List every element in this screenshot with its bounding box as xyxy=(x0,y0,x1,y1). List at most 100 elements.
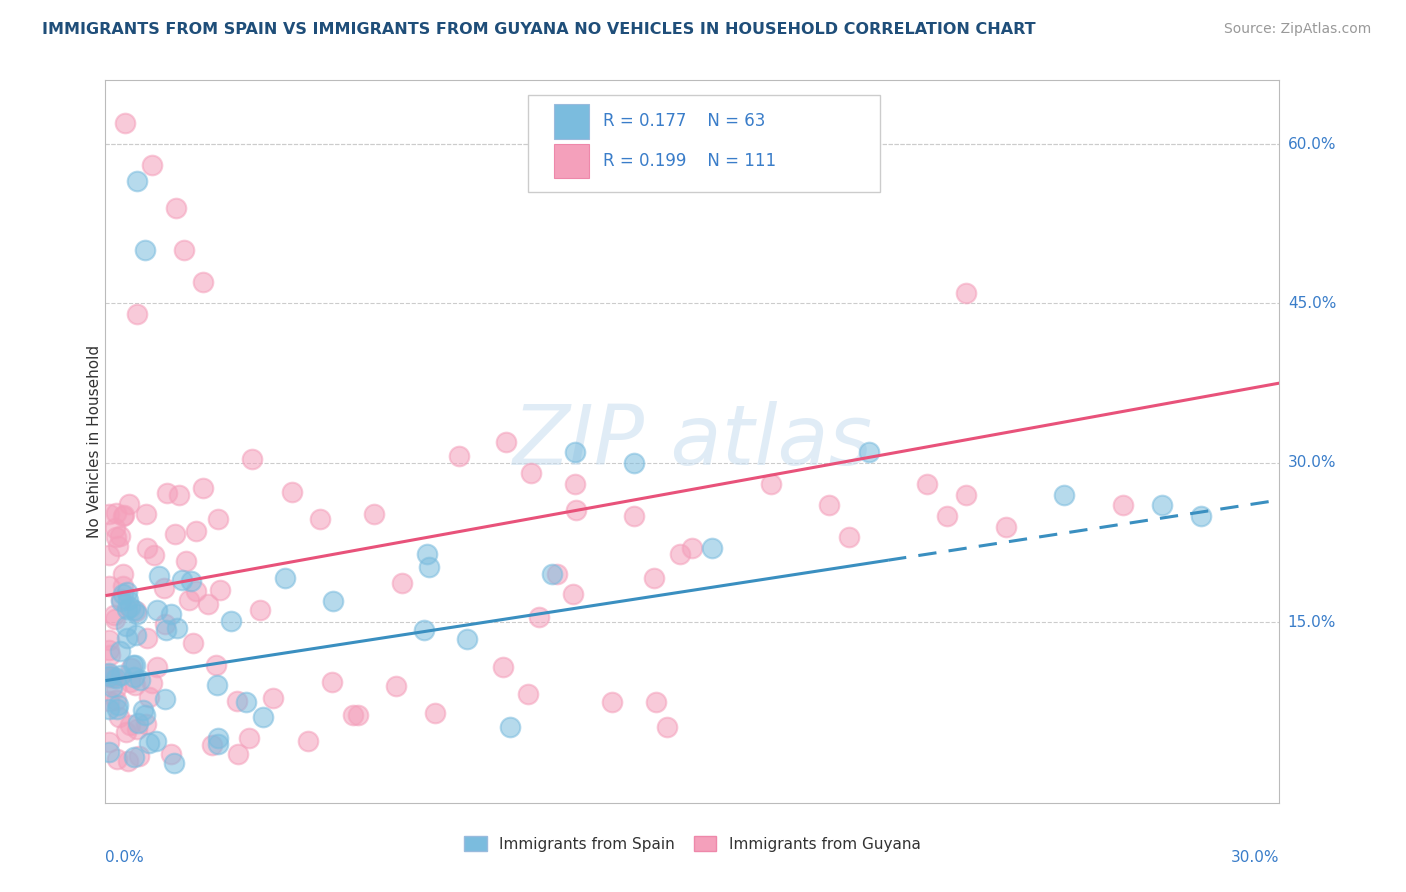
Point xyxy=(173,244,195,258)
Point xyxy=(447,450,470,464)
Point xyxy=(153,582,176,596)
Point xyxy=(124,678,146,692)
Point xyxy=(499,720,522,734)
Point xyxy=(114,116,136,130)
Point xyxy=(207,512,229,526)
Point xyxy=(564,477,586,491)
Point xyxy=(262,691,284,706)
Point xyxy=(104,612,127,626)
Text: R = 0.177    N = 63: R = 0.177 N = 63 xyxy=(603,112,766,130)
Point xyxy=(101,669,124,683)
Point xyxy=(118,497,141,511)
Point xyxy=(209,583,232,598)
Point xyxy=(955,488,977,502)
Point xyxy=(181,636,204,650)
Point xyxy=(125,307,148,321)
Point xyxy=(110,592,132,607)
Point xyxy=(191,481,214,495)
Point xyxy=(127,607,149,621)
Point xyxy=(117,584,139,599)
Point xyxy=(456,632,478,646)
Point xyxy=(98,643,121,657)
Point xyxy=(252,709,274,723)
Point xyxy=(197,597,219,611)
Point xyxy=(623,508,645,523)
Point xyxy=(163,756,186,770)
Point xyxy=(669,547,692,561)
Point xyxy=(138,736,160,750)
Point xyxy=(108,644,131,658)
Point xyxy=(136,541,159,555)
Point xyxy=(281,485,304,500)
Point xyxy=(104,693,127,707)
Point xyxy=(700,541,723,555)
Point xyxy=(167,488,190,502)
Text: 30.0%: 30.0% xyxy=(1288,455,1336,470)
Point xyxy=(107,698,129,713)
Point xyxy=(176,554,198,568)
Point xyxy=(561,587,583,601)
Point xyxy=(858,445,880,459)
Point xyxy=(141,675,163,690)
Bar xyxy=(554,103,589,138)
Point xyxy=(138,690,160,704)
Point xyxy=(163,526,186,541)
Point xyxy=(201,738,224,752)
Point xyxy=(104,681,127,695)
Point xyxy=(917,477,939,491)
Point xyxy=(170,573,193,587)
Point xyxy=(1053,488,1076,502)
Point xyxy=(759,477,782,491)
Point xyxy=(155,624,177,638)
Point xyxy=(297,734,319,748)
Point xyxy=(308,511,330,525)
Point xyxy=(643,571,665,585)
Point xyxy=(204,657,226,672)
Point xyxy=(363,508,385,522)
Point xyxy=(491,660,513,674)
Point xyxy=(141,158,163,172)
Point xyxy=(184,583,207,598)
Point xyxy=(205,677,228,691)
Point xyxy=(135,507,157,521)
Point xyxy=(994,519,1017,533)
Point xyxy=(125,628,148,642)
Point xyxy=(818,498,841,512)
Point xyxy=(118,674,141,689)
Y-axis label: No Vehicles in Household: No Vehicles in Household xyxy=(87,345,101,538)
Point xyxy=(238,731,260,745)
Text: 15.0%: 15.0% xyxy=(1288,615,1336,630)
Point xyxy=(155,616,177,631)
Point xyxy=(115,619,138,633)
Point xyxy=(98,693,121,707)
Point xyxy=(249,603,271,617)
Point xyxy=(159,747,181,762)
Point xyxy=(165,201,187,215)
Point xyxy=(955,285,977,300)
Point xyxy=(98,670,121,684)
Point xyxy=(416,547,439,561)
Text: 0.0%: 0.0% xyxy=(105,850,145,864)
Point xyxy=(1152,498,1174,512)
Point xyxy=(124,750,146,764)
Point xyxy=(115,725,138,739)
Point xyxy=(565,502,588,516)
Text: ZIP atlas: ZIP atlas xyxy=(512,401,873,482)
Point xyxy=(117,592,139,607)
Point xyxy=(110,594,132,608)
Point xyxy=(111,567,134,582)
Point xyxy=(122,603,145,617)
Point xyxy=(207,738,229,752)
Point xyxy=(225,694,247,708)
Point xyxy=(103,608,125,623)
Point xyxy=(121,658,143,673)
Point xyxy=(1112,498,1135,512)
Point xyxy=(98,507,121,521)
Point xyxy=(110,668,132,682)
Point xyxy=(148,569,170,583)
Point xyxy=(98,578,121,592)
Point xyxy=(128,748,150,763)
Point xyxy=(132,703,155,717)
Point xyxy=(122,670,145,684)
Point xyxy=(121,661,143,675)
